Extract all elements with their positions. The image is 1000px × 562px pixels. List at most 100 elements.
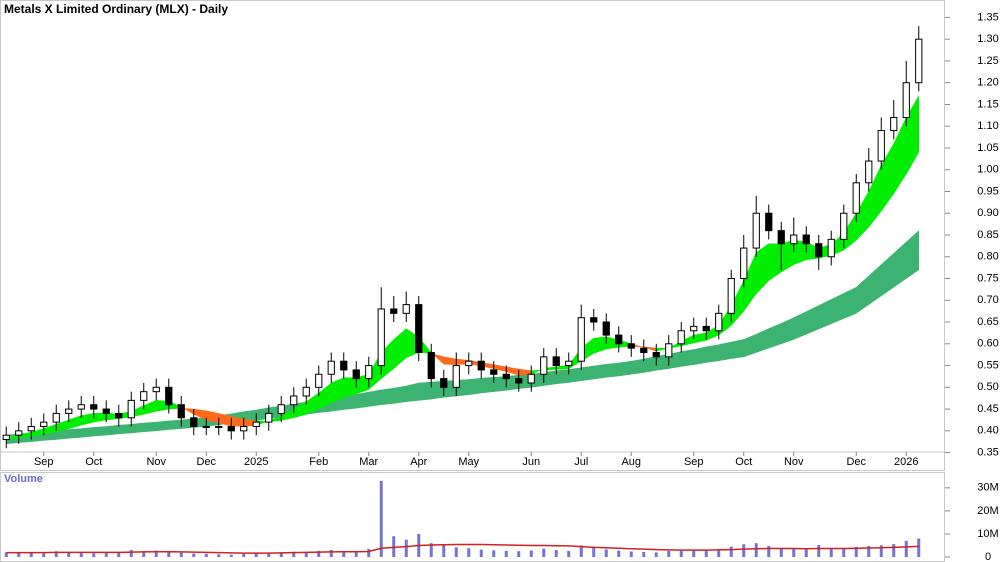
candle-body [177,404,185,419]
volume-y-tick-label: 0 [985,551,991,562]
volume-bar [254,553,258,557]
volume-bar [204,553,208,557]
candle-body [90,404,98,410]
volume-bar [29,551,33,557]
volume-bar [554,550,558,557]
volume-bar [579,545,583,557]
volume-y-tick-label: 20M [977,505,998,517]
candle-body [427,352,435,380]
y-tick-label: 1.25 [977,55,998,67]
y-tick-label: 0.65 [977,316,998,328]
volume-y-tick-label: 30M [977,482,998,494]
long-band-segment [406,382,419,402]
x-tick-label: Sep [684,456,704,468]
volume-bar [404,539,408,557]
long-band-segment [568,367,582,383]
candle-body [115,412,123,419]
volume-bar [754,543,758,557]
volume-bar [379,480,383,557]
candle-body [340,360,348,371]
volume-bar [429,543,433,557]
volume-bar [179,552,183,557]
candle-body [915,38,923,84]
volume-bar [442,545,446,557]
candle-body [352,369,360,380]
candle-body [277,404,285,414]
long-band-segment [418,381,432,401]
volume-bar [192,553,196,557]
long-band-segment [143,421,157,432]
volume-bar [292,551,296,557]
volume-title: Volume [4,473,43,485]
candle-body [690,325,698,332]
volume-bar [154,550,158,557]
volume-bar [329,549,333,557]
long-band-segment [731,339,744,359]
volume-bar [217,554,221,557]
volume-bar [454,547,458,557]
volume-bar [167,551,171,557]
candle-body [65,408,73,414]
volume-bar [892,544,896,557]
long-band-segment [131,422,144,434]
x-tick-label: May [458,456,479,468]
long-band-segment [906,230,919,279]
candle-body [77,404,85,410]
volume-bar [79,552,83,557]
volume-panel [0,472,945,562]
long-band-segment [481,377,494,394]
y-tick-label: 0.80 [977,251,998,263]
volume-bar [792,548,796,557]
y-tick-label: 0.90 [977,207,998,219]
volume-average-line [6,543,919,554]
volume-bar [492,550,496,557]
candle-body [315,373,323,388]
long-band-segment [156,420,169,432]
volume-bar [367,548,371,557]
volume-bar [267,552,271,557]
chart-title: Metals X Limited Ordinary (MLX) - Daily [4,2,228,16]
candle-body [565,360,573,367]
x-tick-label: Jul [574,456,588,468]
candle-body [202,425,210,428]
y-tick-label: 1.35 [977,11,998,23]
volume-bar [342,551,346,557]
long-band-segment [706,344,719,363]
x-tick-label: 2026 [894,456,918,468]
volume-bar [729,546,733,557]
candle-body [640,347,648,354]
volume-bar [704,550,708,557]
long-band-segment [606,362,619,378]
volume-bar [742,544,746,557]
candle-body [840,212,848,240]
volume-bar [117,552,121,557]
candle-body [865,160,873,184]
candle-body [27,425,35,432]
volume-bar [542,548,546,557]
volume-bar [867,545,871,557]
candle-body [327,360,335,375]
candle-body [140,391,148,401]
long-band-segment [618,360,632,377]
long-band-segment [581,365,594,382]
candle-body [252,421,260,427]
candle-body [552,356,560,367]
candle-body [465,360,473,367]
volume-bar [517,551,521,557]
y-tick-label: 0.95 [977,185,998,197]
candle-body [52,412,60,423]
volume-bar [104,552,108,557]
candle-body [715,312,723,332]
candle-body [752,212,760,249]
x-tick-label: Dec [196,456,216,468]
y-tick-label: 0.50 [977,381,998,393]
volume-bar [692,550,696,557]
y-tick-label: 0.40 [977,425,998,437]
volume-bar [654,552,658,557]
volume-bar [242,554,246,557]
volume-bars [4,480,921,557]
volume-bar [604,549,608,557]
volume-bar [817,545,821,557]
volume-bar [592,547,596,557]
long-band-segment [356,391,369,409]
